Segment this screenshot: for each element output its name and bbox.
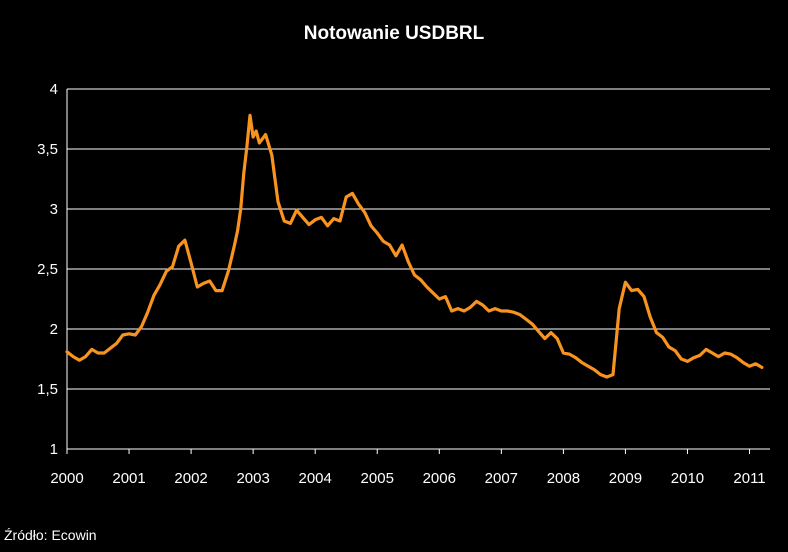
x-tick-label: 2006 [423,470,456,487]
x-tick-label: 2004 [299,470,332,487]
x-tick-label: 2002 [174,470,207,487]
x-tick-label: 2011 [733,470,765,487]
y-tick-label: 2 [50,321,58,338]
y-tick-label: 4 [50,81,58,98]
source-note: Źródło: Ecowin [4,527,97,543]
x-tick-labels: 2000 2001 2002 2003 2004 2005 2006 2007 2008 2009… [50,449,766,487]
series-line-usdbrl [65,113,764,379]
y-tick-label: 3,5 [37,141,58,158]
x-tick-label: 2005 [361,470,394,487]
y-tick-labels: 1 1,5 2 2,5 3 3,5 4 [37,81,58,458]
chart-title: Notowanie USDBRL [304,23,485,44]
x-tick-label: 2003 [236,470,269,487]
y-tick-label: 1 [50,441,58,458]
y-tick-label: 2,5 [37,261,58,278]
y-tick-label: 1,5 [37,381,58,398]
x-tick-label: 2001 [112,470,145,487]
x-tick-label: 2009 [609,470,642,487]
x-tick-label: 2008 [547,470,580,487]
gridlines [67,88,770,390]
x-tick-label: 2010 [671,470,704,487]
x-tick-label: 2007 [485,470,518,487]
y-tick-label: 3 [50,201,58,218]
x-tick-label: 2000 [50,470,83,487]
